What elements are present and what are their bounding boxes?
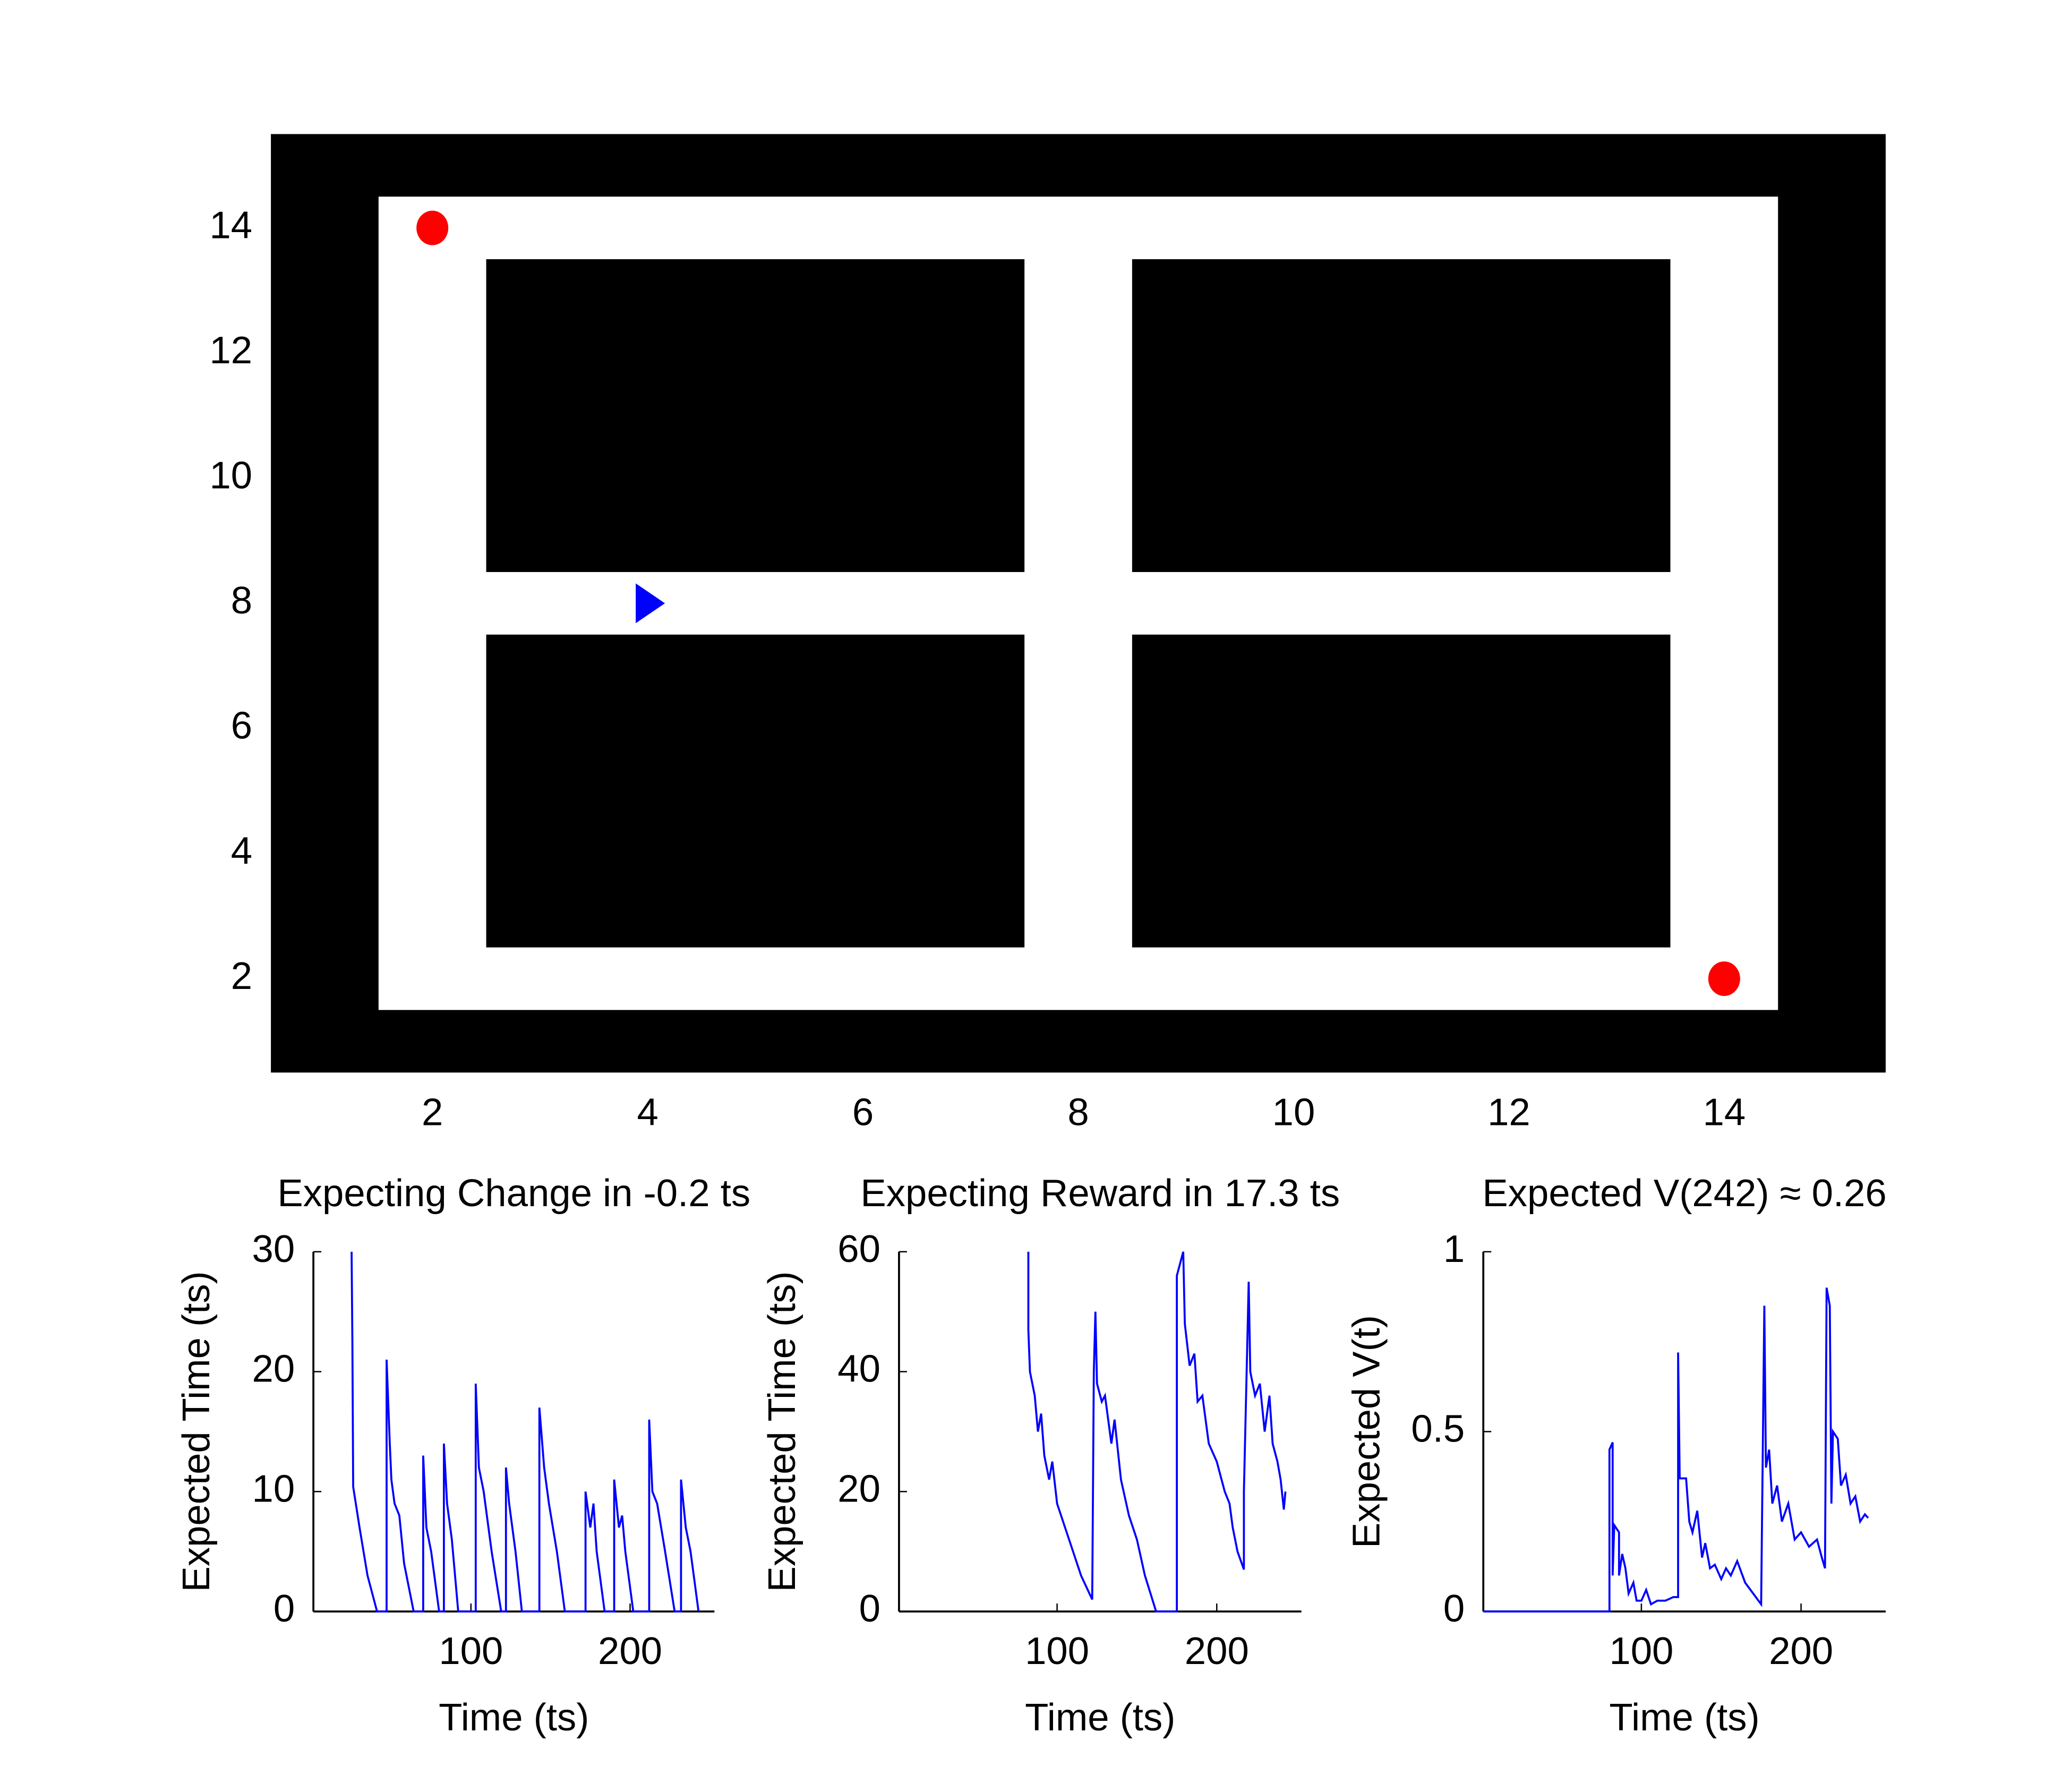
- x-tick-label: 100: [1025, 1629, 1089, 1672]
- x-tick-label: 8: [1067, 1091, 1089, 1134]
- y-tick-label: 30: [252, 1227, 295, 1270]
- y-tick-label: 60: [837, 1227, 880, 1270]
- x-tick-label: 200: [1769, 1629, 1833, 1672]
- y-tick-label: 10: [252, 1467, 295, 1511]
- y-tick-label: 1: [1443, 1227, 1465, 1270]
- y-tick-label: 8: [231, 579, 252, 622]
- y-axis-label: Expected Time (ts): [175, 1271, 218, 1592]
- obstacle: [1132, 259, 1671, 573]
- chart-title: Expected V(242) ≈ 0.26: [1482, 1172, 1886, 1215]
- x-tick-label: 200: [1185, 1629, 1249, 1672]
- line-series: [350, 1251, 700, 1612]
- chart-title: Expecting Reward in 17.3 ts: [860, 1172, 1340, 1215]
- y-tick-label: 12: [209, 329, 252, 372]
- agent: [636, 583, 665, 624]
- obstacle: [486, 634, 1025, 948]
- y-tick-label: 0.5: [1411, 1407, 1465, 1450]
- y-tick-label: 2: [231, 954, 252, 997]
- y-tick-label: 20: [837, 1467, 880, 1511]
- x-tick-label: 2: [422, 1091, 443, 1134]
- y-tick-label: 10: [209, 454, 252, 497]
- y-tick-label: 40: [837, 1347, 880, 1390]
- obstacle: [486, 259, 1025, 573]
- x-tick-label: 6: [852, 1091, 874, 1134]
- reward: [1708, 961, 1740, 996]
- line-series: [1027, 1251, 1287, 1612]
- y-tick-label: 20: [252, 1347, 295, 1390]
- y-axis-label: Expected Time (ts): [760, 1271, 803, 1592]
- y-tick-label: 6: [231, 704, 252, 747]
- reward: [416, 210, 449, 245]
- y-tick-label: 14: [209, 203, 252, 246]
- y-axis-label: Expected V(t): [1345, 1315, 1388, 1548]
- y-tick-label: 0: [273, 1587, 295, 1630]
- obstacle: [1132, 634, 1671, 948]
- line-series: [1483, 1287, 1869, 1612]
- x-axis-label: Time (ts): [1609, 1696, 1759, 1739]
- x-tick-label: 100: [1609, 1629, 1673, 1672]
- x-axis-label: Time (ts): [439, 1696, 589, 1739]
- y-tick-label: 4: [231, 829, 252, 872]
- x-tick-label: 200: [598, 1629, 662, 1672]
- x-tick-label: 12: [1487, 1091, 1530, 1134]
- y-tick-label: 0: [1443, 1587, 1465, 1630]
- x-tick-label: 100: [439, 1629, 503, 1672]
- x-tick-label: 4: [637, 1091, 658, 1134]
- x-tick-label: 14: [1703, 1091, 1746, 1134]
- y-tick-label: 0: [859, 1587, 880, 1630]
- chart-title: Expecting Change in -0.2 ts: [277, 1172, 750, 1215]
- x-axis-label: Time (ts): [1025, 1696, 1175, 1739]
- x-tick-label: 10: [1272, 1091, 1315, 1134]
